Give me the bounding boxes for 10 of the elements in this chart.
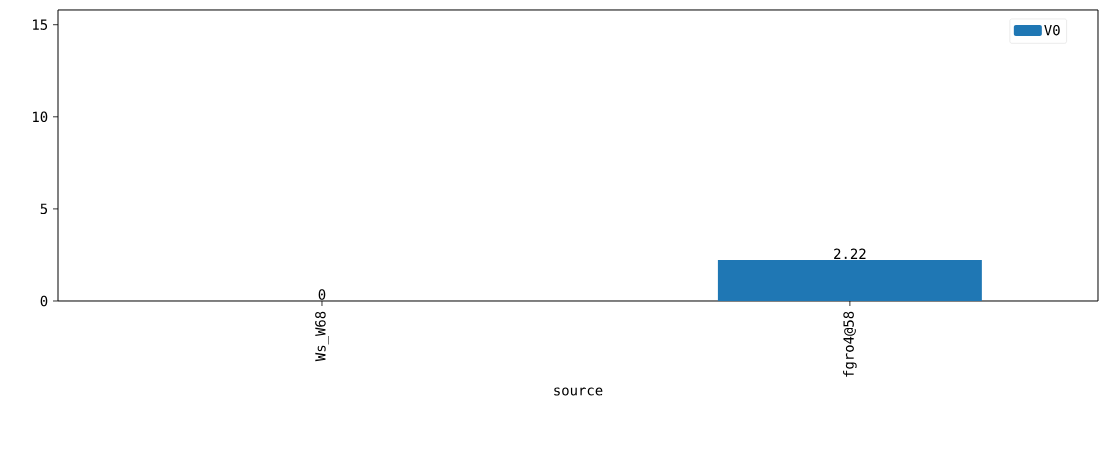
y-tick-label: 15 <box>33 19 48 30</box>
x-axis-title: source <box>554 387 603 396</box>
y-tick-label: 0 <box>40 295 48 307</box>
x-tick-label: Ws_W68 <box>315 311 329 362</box>
y-tick-label: 10 <box>33 111 48 123</box>
y-tick-label: 5 <box>40 203 48 215</box>
legend-label: V0 <box>1044 24 1060 36</box>
data-label: 2.22 <box>834 248 866 259</box>
data-label: 0 <box>318 289 326 300</box>
x-tick-label: fgro4@58 <box>843 311 857 377</box>
